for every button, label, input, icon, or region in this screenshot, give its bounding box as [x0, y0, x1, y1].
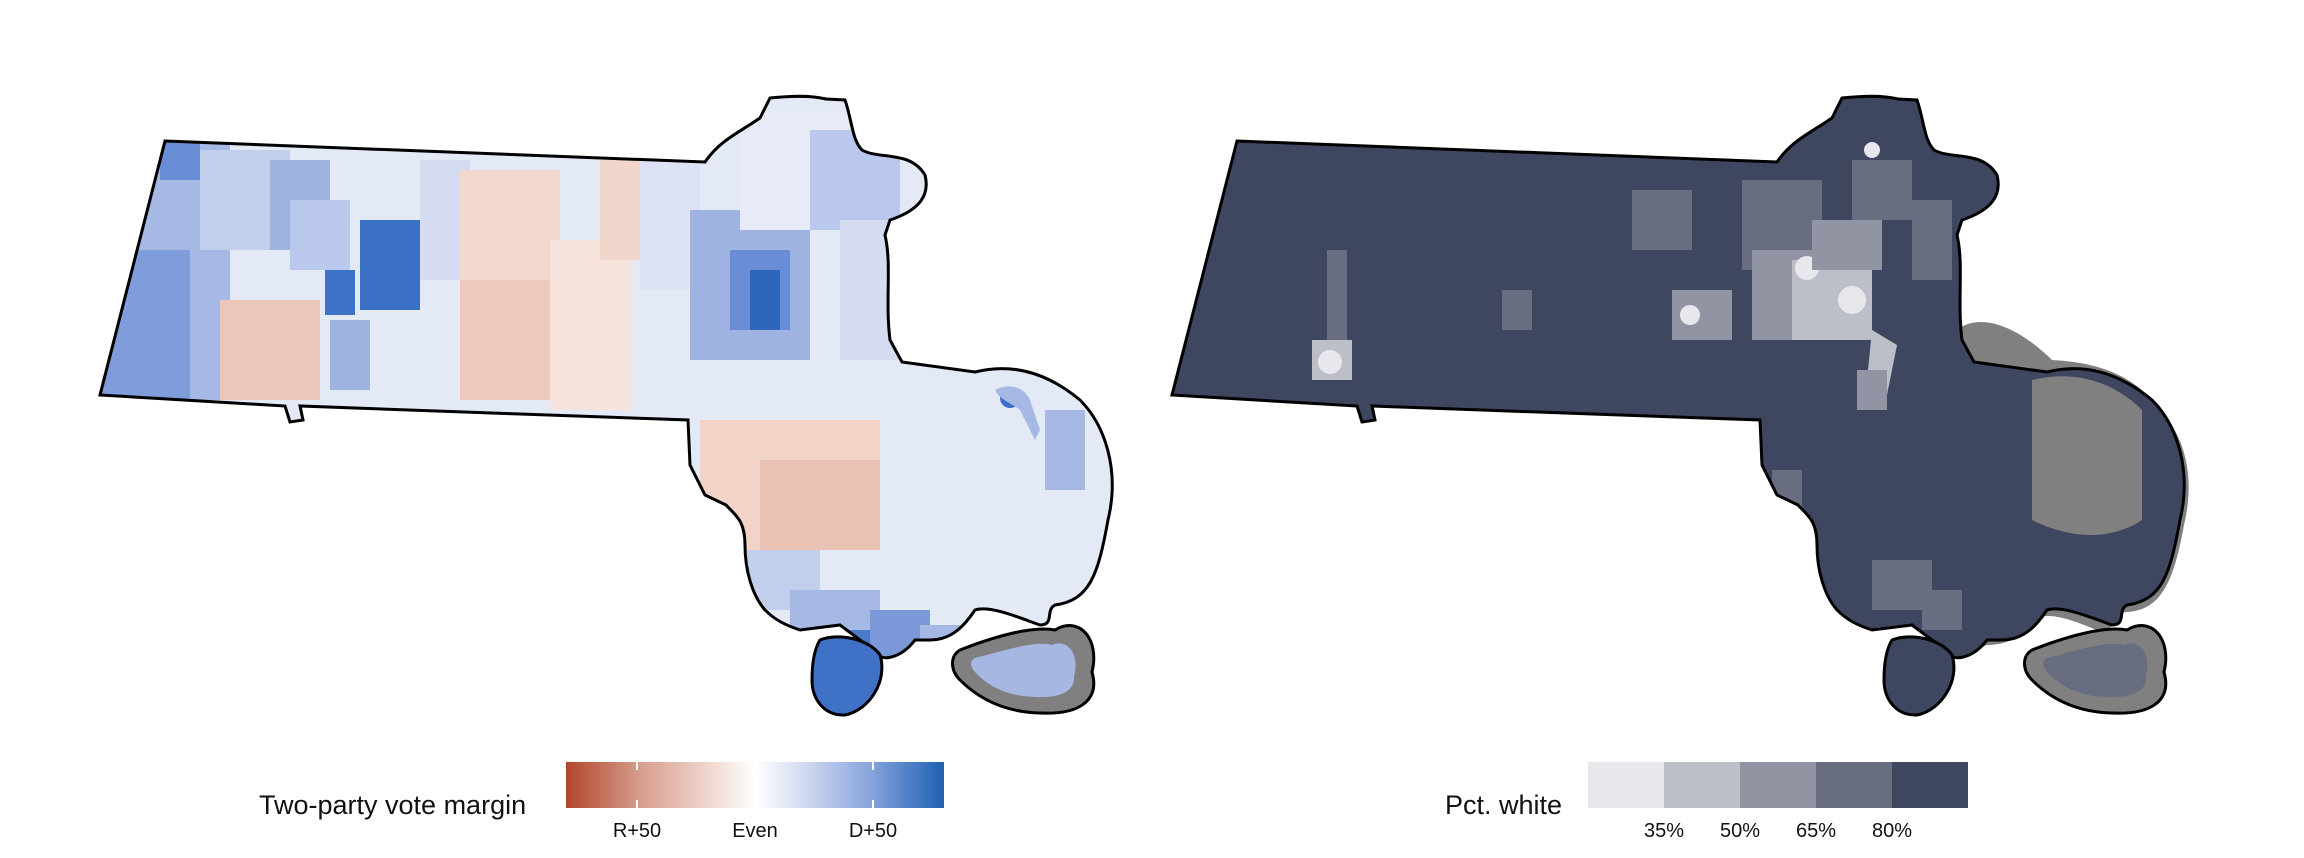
vote-margin-colorbar-ticks	[636, 762, 874, 808]
pct-white-legend-title: Pct. white	[1445, 790, 1563, 820]
vote-margin-legend-title: Two-party vote margin	[259, 790, 527, 820]
legend-tick-r50: R+50	[612, 820, 662, 842]
legend-tick-80: 80%	[1871, 820, 1913, 842]
pct-white-island-south	[1882, 635, 1956, 717]
cape-cod-land	[971, 643, 1076, 698]
legend-tick-65: 65%	[1795, 820, 1837, 842]
vote-margin-panel: Two-party vote margin R+50 Even D+50	[98, 94, 1114, 842]
pct-white-panel: Pct. white 35% 50% 65% 80%	[1152, 0, 2304, 858]
pct-white-map	[1170, 94, 2189, 808]
legend-tick-35: 35%	[1643, 820, 1685, 842]
pct-white-cape-land	[2043, 643, 2148, 698]
vote-margin-map	[98, 94, 1114, 808]
vote-margin-tiles	[100, 96, 1113, 658]
pct-white-legend-bins	[1588, 762, 1968, 808]
legend-tick-50: 50%	[1719, 820, 1761, 842]
legend-tick-even: Even	[732, 820, 778, 842]
cape-hook	[995, 386, 1040, 440]
legend-tick-d50: D+50	[848, 820, 898, 842]
island-south-left	[810, 635, 884, 717]
